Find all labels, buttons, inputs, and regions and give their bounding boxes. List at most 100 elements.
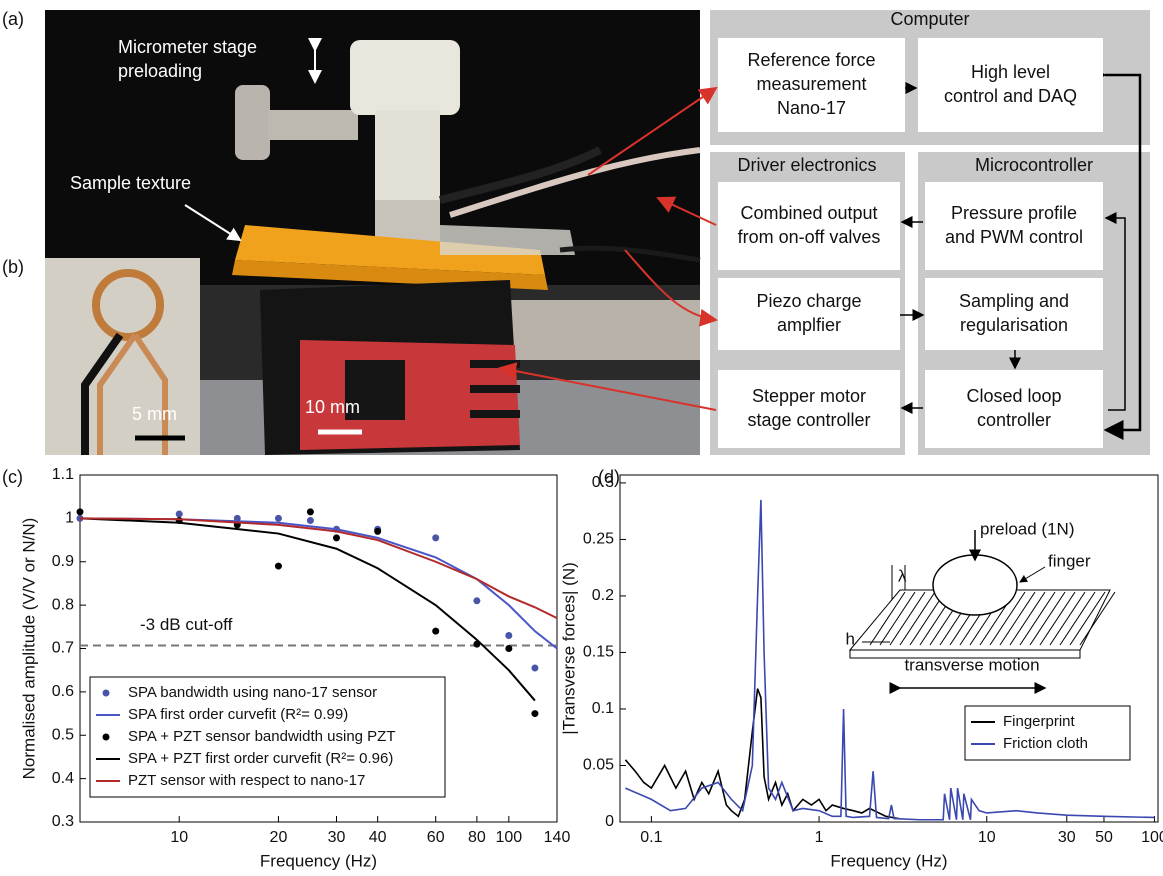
x-tick-label: 100 — [1141, 829, 1163, 846]
y-tick-label: 0.15 — [583, 644, 614, 661]
y-tick-label: 0.3 — [592, 474, 614, 491]
x-tick-label: 50 — [1095, 829, 1113, 846]
node-label: stage controller — [747, 410, 870, 430]
y-tick-label: 0.3 — [52, 813, 74, 830]
x-tick-label: 10 — [170, 829, 188, 846]
legend-swatch — [103, 734, 110, 741]
x-tick-label: 30 — [328, 829, 346, 846]
x-tick-label: 40 — [369, 829, 387, 846]
data-point — [432, 534, 439, 541]
annotation: h — [846, 629, 855, 648]
group-title: Microcontroller — [975, 155, 1093, 175]
scale-label: 5 mm — [132, 404, 177, 424]
y-tick-label: 0.5 — [52, 726, 74, 743]
data-point — [275, 563, 282, 570]
inset-photo — [45, 258, 200, 455]
data-point — [432, 628, 439, 635]
data-point — [374, 528, 381, 535]
legend-label: SPA + PZT first order curvefit (R²= 0.96… — [128, 750, 393, 767]
y-tick-label: 0 — [605, 813, 614, 830]
y-axis-label: |Transverse forces| (N) — [559, 562, 578, 735]
y-tick-label: 0.6 — [52, 683, 74, 700]
x-tick-label: 1 — [815, 829, 824, 846]
panel-label: (b) — [2, 257, 24, 277]
data-point — [307, 517, 314, 524]
x-tick-label: 0.1 — [640, 829, 662, 846]
y-tick-label: 0.7 — [52, 640, 74, 657]
legend-label: SPA first order curvefit (R²= 0.99) — [128, 706, 348, 723]
data-point — [531, 665, 538, 672]
group-title: Computer — [890, 9, 969, 29]
x-tick-label: 80 — [468, 829, 486, 846]
data-point — [473, 597, 480, 604]
node-label: from on-off valves — [738, 227, 881, 247]
node-label: High level — [971, 62, 1050, 82]
node-label: Pressure profile — [951, 203, 1077, 223]
photo-label: preloading — [118, 61, 202, 81]
x-axis-label: Frequency (Hz) — [830, 851, 947, 870]
finger-arrow — [1020, 567, 1045, 582]
photo-label: Micrometer stage — [118, 37, 257, 57]
node-label: Stepper motor — [752, 386, 866, 406]
annotation: λ — [898, 566, 907, 585]
y-tick-label: 1 — [65, 510, 74, 527]
finger — [933, 555, 1017, 615]
data-line — [625, 689, 899, 819]
legend-label: PZT sensor with respect to nano-17 — [128, 772, 365, 789]
data-point — [531, 710, 538, 717]
x-tick-label: 20 — [270, 829, 288, 846]
x-axis-label: Frequency (Hz) — [260, 851, 377, 870]
node-label: and PWM control — [945, 227, 1083, 247]
data-point — [275, 515, 282, 522]
data-point — [77, 508, 84, 515]
panel-label: (c) — [2, 467, 23, 487]
y-tick-label: 0.25 — [583, 531, 614, 548]
data-point — [176, 511, 183, 518]
legend-swatch — [103, 690, 110, 697]
data-line — [80, 518, 535, 700]
node-label: Piezo charge — [756, 291, 861, 311]
x-tick-label: 30 — [1058, 829, 1076, 846]
photo-label: 10 mm — [305, 397, 360, 417]
y-tick-label: 1.1 — [52, 466, 74, 483]
legend-label: Friction cloth — [1003, 735, 1088, 752]
annotation: transverse motion — [904, 655, 1039, 674]
panel-label: (a) — [2, 9, 24, 29]
node-label: Reference force — [747, 50, 875, 70]
annotation: -3 dB cut-off — [140, 615, 233, 634]
data-point — [333, 534, 340, 541]
x-tick-label: 140 — [544, 829, 571, 846]
group-title: Driver electronics — [737, 155, 876, 175]
node-label: measurement — [756, 74, 866, 94]
x-tick-label: 10 — [978, 829, 996, 846]
y-tick-label: 0.2 — [592, 587, 614, 604]
annotation: finger — [1048, 551, 1091, 570]
node-label: Nano-17 — [777, 98, 846, 118]
data-line — [80, 518, 557, 618]
annotation: preload (1N) — [980, 519, 1075, 538]
y-tick-label: 0.4 — [52, 770, 74, 787]
data-point — [307, 508, 314, 515]
legend-label: SPA bandwidth using nano-17 sensor — [128, 684, 377, 701]
y-axis-label: Normalised amplitude (V/V or N/N) — [19, 518, 38, 780]
node-label: regularisation — [960, 315, 1068, 335]
x-tick-label: 60 — [427, 829, 445, 846]
node-label: Combined output — [740, 203, 877, 223]
y-tick-label: 0.9 — [52, 553, 74, 570]
node-label: controller — [977, 410, 1051, 430]
data-point — [505, 645, 512, 652]
node-label: amplfier — [777, 315, 841, 335]
data-point — [505, 632, 512, 639]
legend-label: Fingerprint — [1003, 713, 1076, 730]
photo-label: Sample texture — [70, 173, 191, 193]
node-label: Closed loop — [966, 386, 1061, 406]
node-label: control and DAQ — [944, 86, 1077, 106]
y-tick-label: 0.05 — [583, 757, 614, 774]
legend-label: SPA + PZT sensor bandwidth using PZT — [128, 728, 396, 745]
figure: (a)(b)(c)(d)Micrometer stagepreloadingSa… — [0, 0, 1163, 876]
x-tick-label: 100 — [495, 829, 522, 846]
data-line — [625, 500, 1154, 820]
y-tick-label: 0.1 — [592, 700, 614, 717]
y-tick-label: 0.8 — [52, 596, 74, 613]
node-label: Sampling and — [959, 291, 1069, 311]
